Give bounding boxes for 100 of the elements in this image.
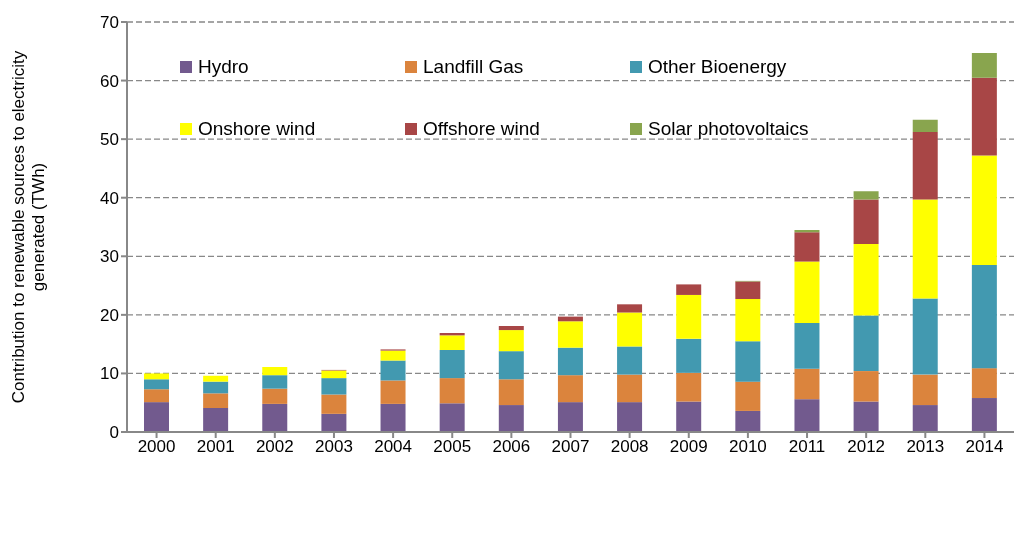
bar (735, 341, 761, 382)
bar (498, 330, 524, 352)
bar (853, 315, 879, 372)
bar (203, 393, 229, 408)
bar (794, 232, 820, 262)
x-tick-label: 2014 (965, 437, 1004, 457)
y-tick-label: 0 (109, 423, 119, 443)
bar (498, 405, 524, 432)
bar (380, 350, 406, 361)
x-tick-label: 2009 (669, 437, 708, 457)
bar (971, 398, 997, 432)
x-tick-label: 2003 (315, 437, 353, 457)
bar (794, 399, 820, 432)
bar (794, 261, 820, 324)
bar (853, 401, 879, 432)
bar (794, 323, 820, 369)
bar (794, 368, 820, 400)
bar (912, 374, 938, 406)
bar (617, 346, 643, 375)
bar (321, 370, 347, 379)
bar (144, 389, 169, 403)
bar (439, 335, 465, 350)
bar (321, 413, 347, 432)
bar (912, 405, 938, 432)
bar (321, 378, 347, 395)
bar (676, 284, 702, 295)
x-tick-label: 2001 (196, 437, 235, 457)
legend-label: Hydro (198, 56, 249, 78)
bar (971, 265, 997, 369)
x-tick-label: 2005 (433, 437, 472, 457)
bar (853, 199, 879, 244)
x-tick-label: 2008 (610, 437, 649, 457)
bar (439, 350, 465, 379)
bar (912, 298, 938, 375)
bar (557, 375, 583, 403)
y-tick-label: 40 (100, 188, 119, 208)
legend-label: Landfill Gas (423, 56, 524, 78)
x-tick-label: 2004 (374, 437, 413, 457)
bar (617, 304, 643, 313)
x-tick-label: 2000 (137, 437, 176, 457)
bar (203, 375, 229, 382)
bar (735, 281, 761, 300)
bar (203, 407, 229, 432)
x-tick-label: 2006 (492, 437, 531, 457)
bar (971, 77, 997, 156)
bar (735, 381, 761, 411)
bar (498, 325, 524, 331)
bar (498, 379, 524, 406)
bar (380, 403, 406, 432)
y-tick-label: 70 (100, 13, 119, 33)
bar (676, 338, 702, 373)
bar (676, 294, 702, 339)
y-tick-label: 50 (100, 130, 119, 150)
bar (144, 379, 169, 390)
x-tick-label: 2007 (551, 437, 590, 457)
bar (853, 243, 879, 316)
bar (439, 403, 465, 432)
bar (262, 388, 288, 404)
legend-label: Other Bioenergy (648, 56, 787, 78)
x-tick-label: 2012 (847, 437, 886, 457)
x-tick-label: 2013 (906, 437, 945, 457)
bar (971, 368, 997, 399)
bar (853, 191, 879, 200)
x-tick-label: 2011 (788, 437, 826, 457)
bar (735, 410, 761, 432)
bar (971, 53, 997, 78)
bar (971, 155, 997, 266)
x-tick-label: 2002 (255, 437, 294, 457)
legend-label: Offshore wind (423, 118, 540, 140)
bar (262, 403, 288, 432)
bar (144, 373, 169, 380)
y-tick-label: 10 (100, 364, 119, 384)
bar (617, 374, 643, 403)
bar (380, 360, 406, 381)
bar (557, 347, 583, 376)
bar (498, 351, 524, 380)
bar (912, 119, 938, 133)
legend-label: Solar photovoltaics (648, 118, 809, 140)
y-tick-label: 30 (100, 247, 119, 267)
bar (676, 401, 702, 432)
bar (735, 299, 761, 342)
bar (262, 375, 288, 389)
bar (380, 380, 406, 404)
bar (203, 381, 229, 394)
y-tick-label: 20 (100, 305, 119, 325)
bar (617, 402, 643, 432)
bar (912, 199, 938, 299)
bar (557, 402, 583, 432)
bar (321, 394, 347, 414)
bar (439, 378, 465, 404)
y-tick-label: 60 (100, 71, 119, 91)
bar (912, 132, 938, 200)
bar (676, 372, 702, 402)
bar (617, 312, 643, 347)
bar (853, 371, 879, 402)
bar (262, 366, 288, 376)
bar (557, 321, 583, 348)
y-axis-title: Contribution to renewable sources to electricity generated (TWh) (9, 50, 48, 404)
x-tick-label: 2010 (728, 437, 767, 457)
bar (144, 402, 169, 432)
